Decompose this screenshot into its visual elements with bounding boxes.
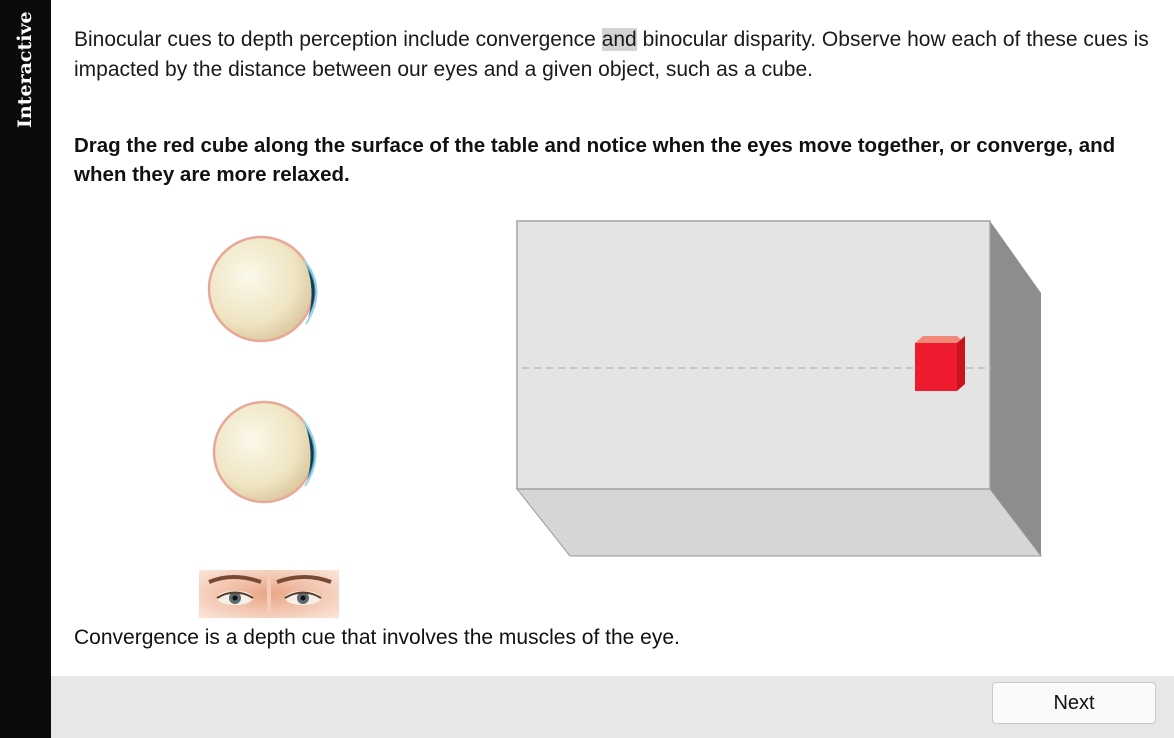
intro-highlighted-word: and xyxy=(601,28,637,51)
table xyxy=(515,220,1043,557)
sidebar: Interactive xyxy=(0,0,51,738)
bottom-eyeball xyxy=(212,400,317,504)
intro-text-after: binocular disparity. Observe how each of… xyxy=(74,28,1149,81)
caption-text: Convergence is a depth cue that involves… xyxy=(74,626,680,649)
red-cube[interactable] xyxy=(915,336,965,391)
intro-text: Binocular cues to depth perception inclu… xyxy=(74,25,1154,85)
instruction-text: Drag the red cube along the surface of t… xyxy=(74,134,1116,186)
table-right-side xyxy=(990,221,1041,556)
intro-text-before: Binocular cues to depth perception inclu… xyxy=(74,28,602,51)
main-content: Binocular cues to depth perception inclu… xyxy=(51,0,1174,676)
top-eyeball xyxy=(207,235,318,343)
table-front-face xyxy=(515,488,1043,557)
table-top xyxy=(516,220,991,490)
next-button[interactable]: Next xyxy=(992,682,1156,724)
face-eyes-image xyxy=(199,570,339,618)
footer-bar: Next xyxy=(51,676,1174,738)
